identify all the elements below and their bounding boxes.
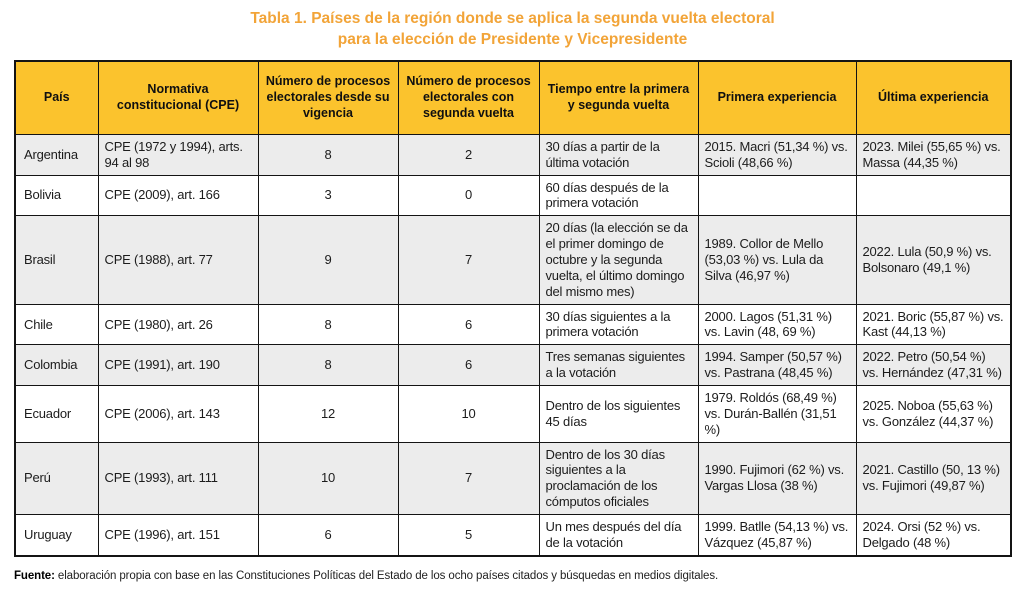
cell-normativa: CPE (2006), art. 143 [97, 385, 259, 443]
source-label: Fuente: [14, 569, 55, 582]
table-title-line1: Tabla 1. Países de la región donde se ap… [250, 10, 775, 27]
table-title: Tabla 1. Países de la región donde se ap… [0, 0, 1025, 51]
cell-tiempo: 30 días siguientes a la primera votación [538, 303, 699, 346]
cell-primera-experiencia: 1990. Fujimori (62 %) vs. Vargas Llosa (… [697, 441, 857, 516]
cell-ultima-experiencia: 2023. Milei (55,65 %) vs. Massa (44,35 %… [855, 133, 1012, 176]
table-title-line2: para la elección de Presidente y Vicepre… [337, 30, 688, 48]
cell-pais: Uruguay [14, 514, 99, 557]
cell-segunda-vuelta: 10 [397, 385, 540, 443]
cell-normativa: CPE (1996), art. 151 [97, 514, 259, 557]
column-header-primera-experiencia: Primera experiencia [697, 60, 857, 135]
cell-normativa: CPE (1972 y 1994), arts. 94 al 98 [97, 133, 259, 176]
column-header-procesos: Número de procesos electorales desde su … [257, 60, 399, 135]
cell-pais: Chile [14, 303, 99, 346]
cell-ultima-experiencia: 2021. Boric (55,87 %) vs. Kast (44,13 %) [855, 303, 1012, 346]
cell-ultima-experiencia [855, 174, 1012, 217]
column-header-tiempo: Tiempo entre la primera y segunda vuelta [538, 60, 699, 135]
cell-procesos: 6 [257, 514, 399, 557]
cell-tiempo: Un mes después del día de la votación [538, 514, 699, 557]
cell-primera-experiencia: 1994. Samper (50,57 %) vs. Pastrana (48,… [697, 344, 857, 387]
cell-ultima-experiencia: 2024. Orsi (52 %) vs. Delgado (48 %) [855, 514, 1012, 557]
cell-segunda-vuelta: 6 [397, 303, 540, 346]
column-header-normativa: Normativa constitucional (CPE) [97, 60, 259, 135]
table-row-chile: Chile CPE (1980), art. 26 8 6 30 días si… [14, 303, 1012, 346]
cell-procesos: 8 [257, 303, 399, 346]
table-row-uruguay: Uruguay CPE (1996), art. 151 6 5 Un mes … [14, 514, 1012, 557]
cell-tiempo: 60 días después de la primera votación [538, 174, 699, 217]
cell-ultima-experiencia: 2021. Castillo (50, 13 %) vs. Fujimori (… [855, 441, 1012, 516]
cell-normativa: CPE (1980), art. 26 [97, 303, 259, 346]
cell-segunda-vuelta: 2 [397, 133, 540, 176]
cell-procesos: 8 [257, 133, 399, 176]
cell-tiempo: Dentro de los siguientes 45 días [538, 385, 699, 443]
cell-normativa: CPE (1993), art. 111 [97, 441, 259, 516]
cell-pais: Colombia [14, 344, 99, 387]
cell-pais: Argentina [14, 133, 99, 176]
table-row-colombia: Colombia CPE (1991), art. 190 8 6 Tres s… [14, 344, 1012, 387]
cell-procesos: 9 [257, 215, 399, 305]
table-row-bolivia: Bolivia CPE (2009), art. 166 3 0 60 días… [14, 174, 1012, 217]
cell-normativa: CPE (1988), art. 77 [97, 215, 259, 305]
cell-ultima-experiencia: 2022. Lula (50,9 %) vs. Bolsonaro (49,1 … [855, 215, 1012, 305]
cell-segunda-vuelta: 5 [397, 514, 540, 557]
cell-primera-experiencia [697, 174, 857, 217]
source-note: Fuente: elaboración propia con base en l… [14, 570, 1011, 582]
cell-segunda-vuelta: 6 [397, 344, 540, 387]
cell-segunda-vuelta: 7 [397, 441, 540, 516]
cell-primera-experiencia: 1989. Collor de Mello (53,03 %) vs. Lula… [697, 215, 857, 305]
cell-primera-experiencia: 1999. Batlle (54,13 %) vs. Vázquez (45,8… [697, 514, 857, 557]
cell-normativa: CPE (2009), art. 166 [97, 174, 259, 217]
column-header-pais: País [14, 60, 99, 135]
cell-ultima-experiencia: 2025. Noboa (55,63 %) vs. González (44,3… [855, 385, 1012, 443]
table-row-brasil: Brasil CPE (1988), art. 77 9 7 20 días (… [14, 215, 1012, 305]
cell-primera-experiencia: 2000. Lagos (51,31 %) vs. Lavin (48, 69 … [697, 303, 857, 346]
header-row: País Normativa constitucional (CPE) Núme… [14, 60, 1012, 135]
cell-pais: Brasil [14, 215, 99, 305]
cell-tiempo: 20 días (la elección se da el primer dom… [538, 215, 699, 305]
second-round-elections-table: País Normativa constitucional (CPE) Núme… [14, 59, 1012, 557]
cell-tiempo: Tres semanas siguientes a la votación [538, 344, 699, 387]
table-row-ecuador: Ecuador CPE (2006), art. 143 12 10 Dentr… [14, 385, 1012, 443]
table-row-argentina: Argentina CPE (1972 y 1994), arts. 94 al… [14, 133, 1012, 176]
column-header-ultima-experiencia: Última experiencia [855, 60, 1012, 135]
cell-normativa: CPE (1991), art. 190 [97, 344, 259, 387]
cell-procesos: 12 [257, 385, 399, 443]
table-row-peru: Perú CPE (1993), art. 111 10 7 Dentro de… [14, 441, 1012, 516]
cell-procesos: 10 [257, 441, 399, 516]
cell-tiempo: Dentro de los 30 días siguientes a la pr… [538, 441, 699, 516]
cell-pais: Perú [14, 441, 99, 516]
cell-segunda-vuelta: 0 [397, 174, 540, 217]
cell-procesos: 8 [257, 344, 399, 387]
column-header-segunda-vuelta: Número de procesos electorales con segun… [397, 60, 540, 135]
source-text: elaboración propia con base en las Const… [54, 569, 719, 582]
cell-pais: Ecuador [14, 385, 99, 443]
cell-segunda-vuelta: 7 [397, 215, 540, 305]
cell-tiempo: 30 días a partir de la última votación [538, 133, 699, 176]
cell-procesos: 3 [257, 174, 399, 217]
cell-primera-experiencia: 1979. Roldós (68,49 %) vs. Durán-Ballén … [697, 385, 857, 443]
cell-ultima-experiencia: 2022. Petro (50,54 %) vs. Hernández (47,… [855, 344, 1012, 387]
cell-primera-experiencia: 2015. Macri (51,34 %) vs. Scioli (48,66 … [697, 133, 857, 176]
cell-pais: Bolivia [14, 174, 99, 217]
